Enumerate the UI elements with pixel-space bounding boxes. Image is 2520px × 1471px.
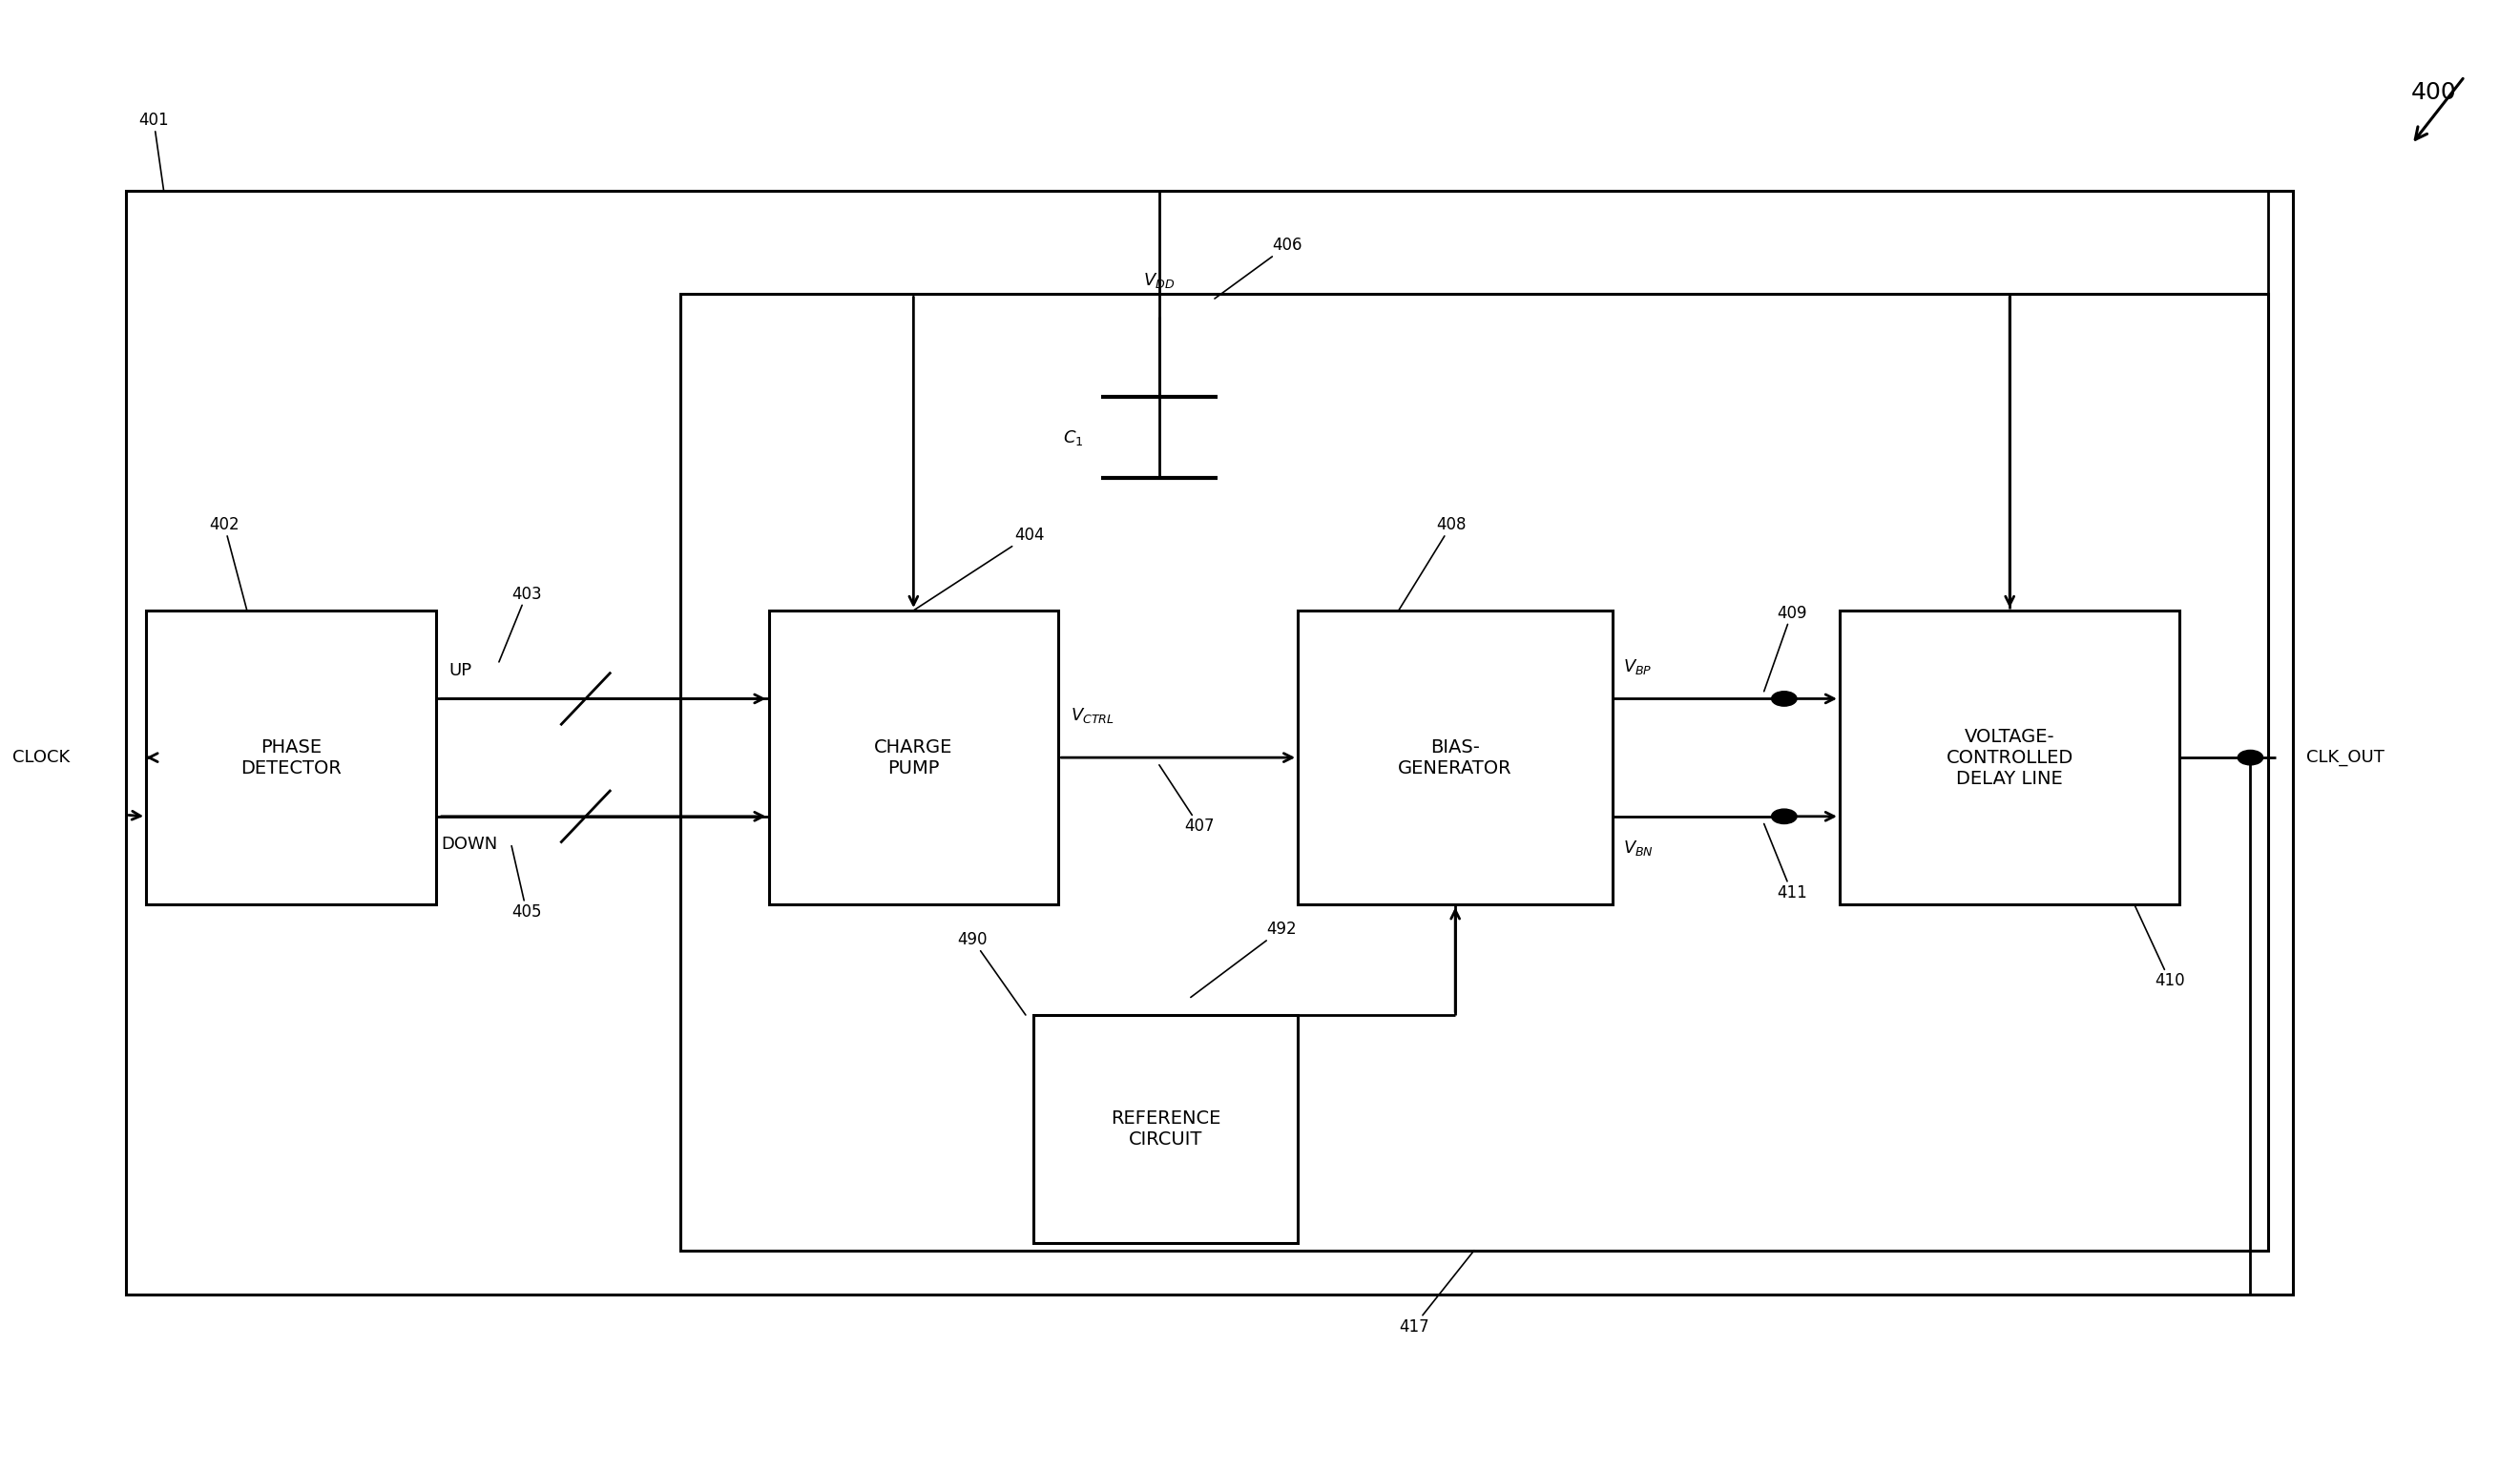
Text: 409: 409 <box>1764 605 1807 691</box>
Circle shape <box>1772 691 1797 706</box>
FancyBboxPatch shape <box>126 191 2293 1294</box>
Text: 408: 408 <box>1399 516 1467 610</box>
Text: 400: 400 <box>2412 81 2457 104</box>
Text: REFERENCE
CIRCUIT: REFERENCE CIRCUIT <box>1111 1109 1220 1149</box>
Text: $V_{CTRL}$: $V_{CTRL}$ <box>1071 706 1114 725</box>
Text: CLK_OUT: CLK_OUT <box>2306 749 2384 766</box>
Text: 405: 405 <box>512 846 542 921</box>
FancyBboxPatch shape <box>769 610 1058 905</box>
Text: 402: 402 <box>209 516 247 610</box>
FancyBboxPatch shape <box>1298 610 1613 905</box>
Text: CHARGE
PUMP: CHARGE PUMP <box>874 738 953 777</box>
Text: 401: 401 <box>139 112 169 191</box>
Text: CLOCK: CLOCK <box>13 749 71 766</box>
FancyBboxPatch shape <box>146 610 436 905</box>
Text: $V_{BN}$: $V_{BN}$ <box>1623 838 1653 858</box>
Circle shape <box>1772 809 1797 824</box>
Text: BIAS-
GENERATOR: BIAS- GENERATOR <box>1399 738 1512 777</box>
Text: $C_1$: $C_1$ <box>1063 428 1084 447</box>
Text: 411: 411 <box>1764 824 1807 902</box>
Text: 407: 407 <box>1159 765 1215 836</box>
FancyBboxPatch shape <box>1840 610 2180 905</box>
FancyBboxPatch shape <box>1033 1015 1298 1243</box>
FancyBboxPatch shape <box>680 294 2268 1250</box>
Text: 490: 490 <box>958 931 1026 1015</box>
Text: 417: 417 <box>1399 1250 1474 1336</box>
Text: $V_{BP}$: $V_{BP}$ <box>1623 658 1653 677</box>
Text: 403: 403 <box>499 585 542 662</box>
Text: $V_{DD}$: $V_{DD}$ <box>1144 271 1174 290</box>
Text: 492: 492 <box>1189 921 1295 997</box>
Text: UP: UP <box>449 662 471 680</box>
Text: PHASE
DETECTOR: PHASE DETECTOR <box>239 738 343 777</box>
Text: VOLTAGE-
CONTROLLED
DELAY LINE: VOLTAGE- CONTROLLED DELAY LINE <box>1945 728 2074 787</box>
Text: 404: 404 <box>912 527 1043 610</box>
Text: 410: 410 <box>2134 905 2185 990</box>
Circle shape <box>2238 750 2263 765</box>
Text: 406: 406 <box>1215 237 1303 299</box>
Text: DOWN: DOWN <box>441 836 496 853</box>
